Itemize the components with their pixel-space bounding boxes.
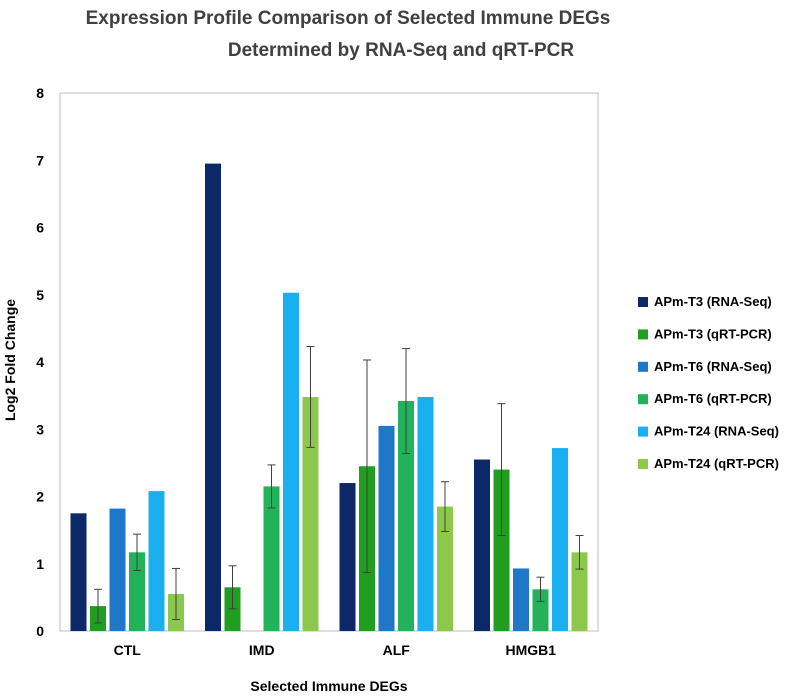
- chart-title-line-1: Expression Profile Comparison of Selecte…: [86, 8, 611, 29]
- error-bar: [497, 403, 506, 537]
- y-tick-label: 2: [36, 489, 44, 505]
- y-axis-label: Log2 Fold Change: [2, 299, 18, 421]
- bar-alf-series-1: [339, 483, 356, 631]
- legend-swatch: [638, 426, 648, 437]
- legend-label: APm-T6 (RNA-Seq): [654, 359, 772, 374]
- bar-imd-series-5: [283, 292, 299, 631]
- error-bar: [306, 346, 315, 448]
- y-tick-label: 7: [36, 152, 44, 168]
- x-axis-ticks: CTL IMD ALF HMGB1: [114, 642, 557, 658]
- x-tick-label: ALF: [383, 642, 411, 658]
- x-axis-label: Selected Immune DEGs: [250, 678, 407, 694]
- bar-alf-series-6: [437, 506, 453, 631]
- legend-label: APm-T6 (qRT-PCR): [654, 391, 772, 406]
- chart-title-line-2: Determined by RNA-Seq and qRT-PCR: [228, 40, 575, 61]
- y-axis-ticks: 0 1 2 3 4 5 6 7 8: [36, 85, 44, 639]
- legend-label: APm-T24 (qRT-PCR): [654, 456, 779, 471]
- x-tick-label: HMGB1: [505, 642, 556, 658]
- plot-area: [59, 92, 599, 632]
- legend-swatch: [638, 361, 648, 372]
- bar-ctl-series-1: [70, 513, 87, 631]
- error-bar: [441, 481, 449, 532]
- x-tick-label: IMD: [249, 642, 275, 658]
- bar-ctl-series-3: [109, 508, 126, 631]
- error-bar: [94, 588, 102, 624]
- y-tick-label: 0: [36, 623, 44, 639]
- error-bar: [172, 567, 180, 621]
- error-bar: [363, 359, 371, 573]
- legend-label: APm-T24 (RNA-Seq): [654, 424, 779, 439]
- y-tick-label: 4: [36, 354, 44, 370]
- y-tick-label: 3: [36, 421, 44, 437]
- error-bar: [133, 533, 141, 571]
- bar-hmgb1-series-2: [493, 469, 510, 631]
- bar-alf-series-5: [417, 396, 434, 631]
- bar-alf-series-3: [378, 425, 395, 631]
- y-tick-label: 8: [36, 85, 44, 101]
- error-bars: [94, 346, 584, 624]
- y-tick-label: 1: [36, 556, 44, 572]
- bar-hmgb1-series-5: [552, 448, 568, 631]
- legend: APm-T3 (RNA-Seq) APm-T3 (qRT-PCR) APm-T6 (…: [638, 294, 779, 471]
- bar-ctl-series-4: [129, 552, 145, 631]
- bar-imd-series-1: [205, 163, 221, 632]
- legend-swatch: [638, 459, 648, 469]
- error-bar: [536, 576, 545, 602]
- bars: [70, 163, 588, 632]
- legend-label: APm-T3 (qRT-PCR): [654, 326, 772, 341]
- bar-hmgb1-series-6: [571, 552, 588, 631]
- legend-swatch: [638, 394, 648, 405]
- y-tick-label: 6: [36, 220, 44, 236]
- error-bar: [228, 565, 237, 610]
- bar-hmgb1-series-1: [474, 459, 490, 631]
- bar-imd-series-6: [302, 396, 319, 631]
- error-bar: [575, 535, 584, 570]
- legend-swatch: [638, 297, 648, 307]
- error-bar: [267, 464, 276, 509]
- legend-swatch: [638, 329, 648, 340]
- error-bar: [402, 348, 410, 454]
- bar-imd-series-4: [263, 486, 280, 631]
- bar-hmgb1-series-4: [532, 589, 549, 631]
- legend-label: APm-T3 (RNA-Seq): [654, 294, 772, 309]
- bar-ctl-series-5: [148, 491, 165, 631]
- y-tick-label: 5: [36, 287, 44, 303]
- bar-hmgb1-series-3: [513, 568, 529, 631]
- x-tick-label: CTL: [114, 642, 142, 658]
- bar-alf-series-4: [398, 401, 414, 631]
